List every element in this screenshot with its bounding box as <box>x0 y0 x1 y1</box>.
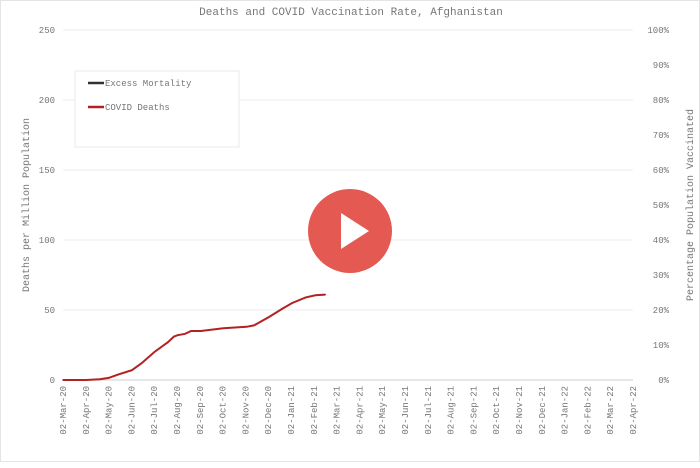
data-point <box>190 330 192 332</box>
x-tick-label: 02-Sep-21 <box>469 386 479 435</box>
data-point <box>184 333 186 335</box>
legend-label-excess: Excess Mortality <box>105 79 192 89</box>
data-point <box>291 302 293 304</box>
y2-tick-label: 60% <box>653 166 670 176</box>
x-tick-label: 02-Feb-21 <box>310 386 320 435</box>
data-point <box>314 294 317 297</box>
data-point <box>176 334 179 337</box>
data-point <box>253 324 255 327</box>
x-tick-label: 02-Jul-21 <box>424 386 434 435</box>
data-point <box>304 296 307 299</box>
y2-tick-label: 20% <box>653 306 670 316</box>
data-point <box>98 378 101 381</box>
x-tick-label: 02-Mar-22 <box>606 386 616 435</box>
y2-tick-label: 40% <box>653 236 670 246</box>
y-tick-label: 150 <box>39 166 55 176</box>
chart-title: Deaths and COVID Vaccination Rate, Afgha… <box>199 7 503 19</box>
x-tick-label: 02-Apr-21 <box>355 386 365 435</box>
x-tick-label: 02-May-20 <box>105 386 115 435</box>
x-tick-label: 02-Sep-20 <box>196 386 206 435</box>
data-point <box>140 362 143 365</box>
legend-label-covid: COVID Deaths <box>105 103 170 113</box>
legend: Excess Mortality COVID Deaths <box>74 70 240 148</box>
x-tick-label: 02-Mar-20 <box>59 386 69 435</box>
x-tick-label: 02-Apr-22 <box>629 386 639 435</box>
x-tick-label: 02-May-21 <box>378 386 388 435</box>
x-tick-label: 02-Apr-20 <box>82 386 92 435</box>
x-tick-label: 02-Jan-21 <box>287 386 297 435</box>
x-tick-label: 02-Aug-20 <box>173 386 183 435</box>
data-point <box>131 369 133 372</box>
x-tick-label: 02-Jan-22 <box>561 386 571 435</box>
x-tick-label: 02-Jul-20 <box>150 386 160 435</box>
data-point <box>153 351 156 353</box>
x-tick-label: 02-Nov-20 <box>241 386 251 435</box>
x-tick-label: 02-Oct-21 <box>492 386 502 435</box>
data-point <box>222 327 225 330</box>
y-tick-label: 100 <box>39 236 55 246</box>
x-tick-label: 02-Oct-20 <box>219 386 229 435</box>
data-point <box>324 293 326 296</box>
data-point <box>173 335 175 338</box>
data-point <box>167 341 169 344</box>
y2-tick-label: 50% <box>653 201 670 211</box>
data-point <box>200 330 202 332</box>
data-point <box>245 326 248 328</box>
data-point <box>281 307 284 310</box>
x-tick-label: 02-Nov-21 <box>515 386 525 435</box>
x-tick-label: 02-Dec-21 <box>538 386 548 435</box>
x-tick-label: 02-Mar-21 <box>333 386 343 435</box>
x-tick-label: 02-Jun-21 <box>401 386 411 435</box>
y2-tick-label: 0% <box>658 376 669 386</box>
y-tick-label: 200 <box>39 96 55 106</box>
x-tick-label: 02-Feb-22 <box>583 386 593 435</box>
y-tick-label: 250 <box>39 26 55 36</box>
x-tick-label: 02-Jun-20 <box>127 386 137 435</box>
play-icon[interactable] <box>308 189 392 273</box>
data-point <box>85 379 88 381</box>
y2-tick-label: 70% <box>653 131 670 141</box>
data-point <box>107 377 110 379</box>
y2-tick-label: 90% <box>653 61 670 71</box>
data-point <box>268 316 270 318</box>
x-tick-label: 02-Aug-21 <box>447 386 457 435</box>
y2-tick-label: 10% <box>653 341 670 351</box>
y2-axis-label: Percentage Population Vaccinated <box>685 109 697 301</box>
x-tick-label: 02-Dec-20 <box>264 386 274 435</box>
data-point <box>117 373 120 376</box>
y-tick-label: 50 <box>44 306 55 316</box>
y2-tick-label: 100% <box>647 26 669 36</box>
data-point <box>62 379 64 381</box>
series-line-1 <box>63 293 326 381</box>
y2-tick-label: 30% <box>653 271 670 281</box>
y-tick-label: 0 <box>50 376 55 386</box>
y-axis-label: Deaths per Million Population <box>21 118 33 292</box>
y2-tick-label: 80% <box>653 96 670 106</box>
